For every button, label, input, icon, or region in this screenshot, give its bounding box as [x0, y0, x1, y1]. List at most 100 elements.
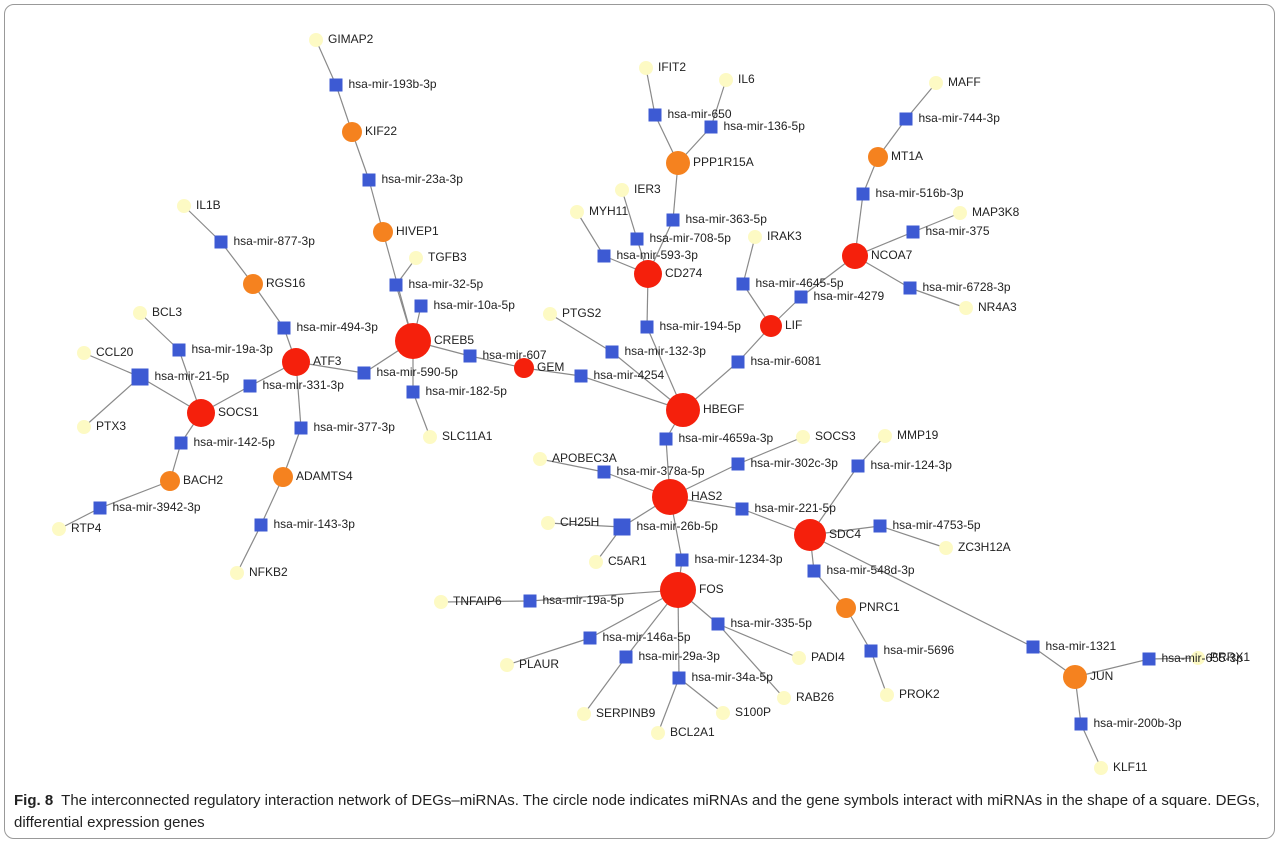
node-label: SDC4 — [829, 527, 861, 541]
node-label: hsa-mir-375 — [926, 224, 990, 238]
gene-node — [666, 393, 700, 427]
edge — [1148, 657, 1199, 660]
edge — [717, 623, 800, 659]
node-label: hsa-mir-21-5p — [155, 369, 230, 383]
node-label: MAFF — [948, 75, 981, 89]
node-label: hsa-mir-6081 — [751, 354, 822, 368]
mirna-node — [214, 235, 228, 249]
gene-leaf — [177, 199, 191, 213]
edge — [539, 458, 605, 473]
mirna-node — [906, 225, 920, 239]
node-label: LIF — [785, 318, 802, 332]
mirna-node — [1074, 717, 1088, 731]
gene-leaf — [615, 183, 629, 197]
node-label: hsa-mir-650 — [668, 107, 732, 121]
mirna-node — [174, 436, 188, 450]
node-label: FOS — [699, 582, 724, 596]
node-label: PNRC1 — [859, 600, 900, 614]
edge — [547, 522, 623, 528]
mirna-node — [463, 349, 477, 363]
mirna-node — [704, 120, 718, 134]
node-label: hsa-mir-331-3p — [263, 378, 345, 392]
gene-node — [760, 315, 782, 337]
gene-leaf — [953, 206, 967, 220]
gene-leaf — [880, 688, 894, 702]
node-label: MYH11 — [589, 204, 628, 218]
gene-leaf — [423, 430, 437, 444]
node-label: hsa-mir-655-3p — [1162, 651, 1244, 665]
node-label: HBEGF — [703, 402, 744, 416]
gene-node — [868, 147, 888, 167]
gene-node — [1063, 665, 1087, 689]
mirna-node — [864, 644, 878, 658]
gene-leaf — [533, 452, 547, 466]
mirna-node — [903, 281, 917, 295]
mirna-node — [583, 631, 597, 645]
gene-node — [243, 274, 263, 294]
node-label: TGFB3 — [428, 250, 467, 264]
node-label: GIMAP2 — [328, 32, 374, 46]
node-label: TNFAIP6 — [453, 594, 502, 608]
mirna-node — [1026, 640, 1040, 654]
node-label: hsa-mir-4753-5p — [893, 518, 981, 532]
node-label: APOBEC3A — [552, 451, 617, 465]
gene-node — [373, 222, 393, 242]
node-label: hsa-mir-182-5p — [426, 384, 508, 398]
edge — [99, 480, 171, 509]
gene-leaf — [77, 346, 91, 360]
gene-leaf — [959, 301, 973, 315]
node-label: NFKB2 — [249, 565, 288, 579]
network: GIMAP2 hsa-mir-193b-3p KIF22 hsa-mir-23a-3p… — [52, 32, 1250, 775]
mirna-node — [605, 345, 619, 359]
mirna-node — [254, 518, 268, 532]
gene-leaf — [716, 706, 730, 720]
mirna-node — [731, 457, 745, 471]
node-label: hsa-mir-26b-5p — [637, 519, 719, 533]
gene-leaf — [500, 658, 514, 672]
node-label: PROK2 — [899, 687, 940, 701]
node-label: KIF22 — [365, 124, 397, 138]
node-label: ADAMTS4 — [296, 469, 353, 483]
edge — [58, 507, 101, 530]
gene-node — [282, 348, 310, 376]
mirna-node — [131, 368, 149, 386]
gene-leaf — [589, 555, 603, 569]
node-label: CH25H — [560, 515, 599, 529]
gene-node — [514, 358, 534, 378]
node-label: hsa-mir-34a-5p — [692, 670, 774, 684]
edge — [809, 534, 1034, 648]
node-label: hsa-mir-590-5p — [377, 365, 459, 379]
node-label: hsa-mir-302c-3p — [751, 456, 839, 470]
node-label: hsa-mir-194-5p — [660, 319, 742, 333]
node-label: BCL2A1 — [670, 725, 715, 739]
gene-node — [395, 323, 431, 359]
node-label: hsa-mir-4279 — [814, 289, 885, 303]
node-label: hsa-mir-494-3p — [297, 320, 379, 334]
node-label: PADI4 — [811, 650, 845, 664]
gene-node — [842, 243, 868, 269]
node-label: hsa-mir-193b-3p — [349, 77, 437, 91]
node-label: IL6 — [738, 72, 755, 86]
node-label: hsa-mir-607 — [483, 348, 547, 362]
node-label: CCL20 — [96, 345, 134, 359]
gene-leaf — [777, 691, 791, 705]
edge — [909, 287, 967, 309]
node-label: NCOA7 — [871, 248, 913, 262]
gene-leaf — [1191, 651, 1205, 665]
mirna-node — [735, 502, 749, 516]
node-label: IL1B — [196, 198, 221, 212]
node-label: hsa-mir-221-5p — [755, 501, 837, 515]
node-label: hsa-mir-1321 — [1046, 639, 1117, 653]
mirna-node — [640, 320, 654, 334]
gene-leaf — [651, 726, 665, 740]
gene-node — [794, 519, 826, 551]
edge — [879, 525, 947, 549]
mirna-node — [1142, 652, 1156, 666]
edge — [678, 677, 724, 714]
gene-node — [187, 399, 215, 427]
edge — [657, 677, 680, 734]
node-label: MT1A — [891, 149, 923, 163]
gene-node — [836, 598, 856, 618]
edge — [737, 436, 804, 465]
node-label: BCL3 — [152, 305, 182, 319]
